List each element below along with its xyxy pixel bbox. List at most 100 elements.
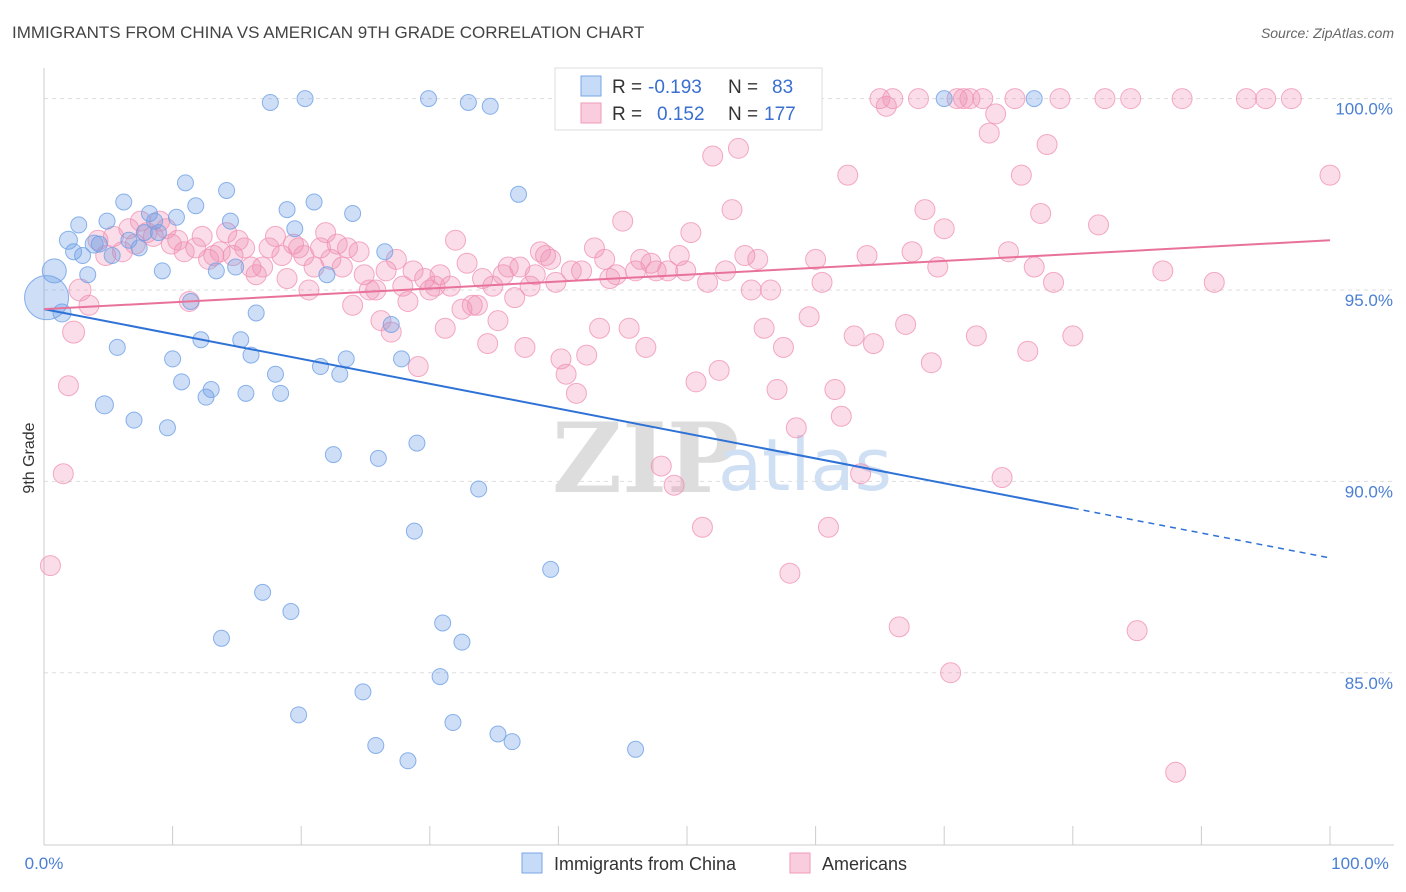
point-china bbox=[290, 706, 308, 724]
point-americans bbox=[1017, 340, 1039, 362]
point-americans bbox=[612, 210, 634, 232]
legend-n-value-americans: 177 bbox=[764, 104, 796, 125]
point-americans bbox=[605, 264, 627, 286]
point-americans bbox=[760, 279, 782, 301]
point-china bbox=[453, 633, 471, 651]
point-china bbox=[227, 258, 245, 276]
point-americans bbox=[625, 260, 647, 282]
point-americans bbox=[336, 237, 358, 259]
point-china bbox=[261, 93, 279, 111]
y-tick-label: 90.0% bbox=[1345, 482, 1393, 501]
point-americans bbox=[862, 333, 884, 355]
point-china bbox=[935, 90, 953, 108]
point-americans bbox=[571, 260, 593, 282]
point-americans bbox=[445, 229, 467, 251]
point-americans bbox=[1062, 325, 1084, 347]
point-china bbox=[41, 258, 67, 284]
point-americans bbox=[1152, 260, 1174, 282]
point-americans bbox=[952, 88, 974, 110]
point-china bbox=[434, 614, 452, 632]
point-china bbox=[98, 212, 116, 230]
point-china bbox=[164, 350, 182, 368]
point-china bbox=[167, 208, 185, 226]
point-americans bbox=[779, 562, 801, 584]
point-americans bbox=[740, 279, 762, 301]
legend-n-label-china: N = bbox=[728, 77, 758, 98]
point-americans bbox=[407, 356, 429, 378]
point-americans bbox=[635, 336, 657, 358]
point-china bbox=[146, 212, 164, 230]
point-americans bbox=[524, 264, 546, 286]
point-china bbox=[74, 247, 92, 265]
point-americans bbox=[461, 294, 483, 316]
point-americans bbox=[216, 222, 238, 244]
trendline-china-extension bbox=[1072, 507, 1331, 559]
point-china bbox=[94, 395, 114, 415]
point-americans bbox=[959, 88, 981, 110]
point-americans bbox=[358, 279, 380, 301]
point-americans bbox=[772, 336, 794, 358]
point-china bbox=[503, 733, 521, 751]
point-americans bbox=[1049, 88, 1071, 110]
x-tick-label-max: 100.0% bbox=[1331, 854, 1389, 873]
point-china bbox=[221, 212, 239, 230]
point-china bbox=[305, 193, 323, 211]
point-americans bbox=[348, 241, 370, 263]
point-americans bbox=[1235, 88, 1257, 110]
point-americans bbox=[315, 222, 337, 244]
point-americans bbox=[766, 379, 788, 401]
point-americans bbox=[965, 325, 987, 347]
y-tick-label: 85.0% bbox=[1345, 674, 1393, 693]
point-americans bbox=[798, 306, 820, 328]
trendline-china bbox=[43, 308, 1073, 510]
point-china bbox=[153, 262, 171, 280]
point-americans bbox=[920, 352, 942, 374]
point-americans bbox=[514, 336, 536, 358]
y-tick-label: 100.0% bbox=[1335, 100, 1393, 119]
point-americans bbox=[264, 225, 286, 247]
point-americans bbox=[472, 268, 494, 290]
point-americans bbox=[1171, 88, 1193, 110]
point-china bbox=[242, 346, 260, 364]
legend-r-value-china: -0.193 bbox=[648, 77, 702, 98]
point-americans bbox=[52, 463, 74, 485]
point-americans bbox=[811, 271, 833, 293]
point-china bbox=[408, 434, 426, 452]
point-americans bbox=[856, 245, 878, 267]
point-americans bbox=[173, 241, 195, 263]
point-china bbox=[296, 90, 314, 108]
point-china bbox=[369, 449, 387, 467]
point-china bbox=[444, 714, 462, 732]
point-americans bbox=[907, 88, 929, 110]
point-americans bbox=[1165, 761, 1187, 783]
point-china bbox=[393, 350, 411, 368]
point-americans bbox=[753, 317, 775, 339]
watermark-atlas: atlas bbox=[718, 423, 892, 507]
point-china bbox=[382, 315, 400, 333]
point-china bbox=[318, 266, 336, 284]
point-americans bbox=[519, 275, 541, 297]
point-china bbox=[247, 304, 265, 322]
point-americans bbox=[715, 260, 737, 282]
point-americans bbox=[1120, 88, 1142, 110]
point-china bbox=[207, 262, 225, 280]
point-china bbox=[324, 446, 342, 464]
point-china bbox=[176, 174, 194, 192]
point-americans bbox=[57, 375, 79, 397]
bottom-legend-swatch-americans bbox=[789, 852, 811, 874]
point-china bbox=[627, 740, 645, 758]
point-americans bbox=[424, 275, 446, 297]
point-americans bbox=[456, 252, 478, 274]
point-americans bbox=[504, 287, 526, 309]
point-americans bbox=[830, 405, 852, 427]
point-americans bbox=[824, 379, 846, 401]
chart-title: IMMIGRANTS FROM CHINA VS AMERICAN 9TH GR… bbox=[12, 23, 644, 42]
point-china bbox=[79, 266, 97, 284]
point-china bbox=[282, 603, 300, 621]
point-americans bbox=[234, 237, 256, 259]
point-americans bbox=[708, 359, 730, 381]
point-americans bbox=[62, 320, 86, 344]
point-americans bbox=[972, 88, 994, 110]
point-americans bbox=[78, 294, 100, 316]
point-china bbox=[344, 204, 362, 222]
